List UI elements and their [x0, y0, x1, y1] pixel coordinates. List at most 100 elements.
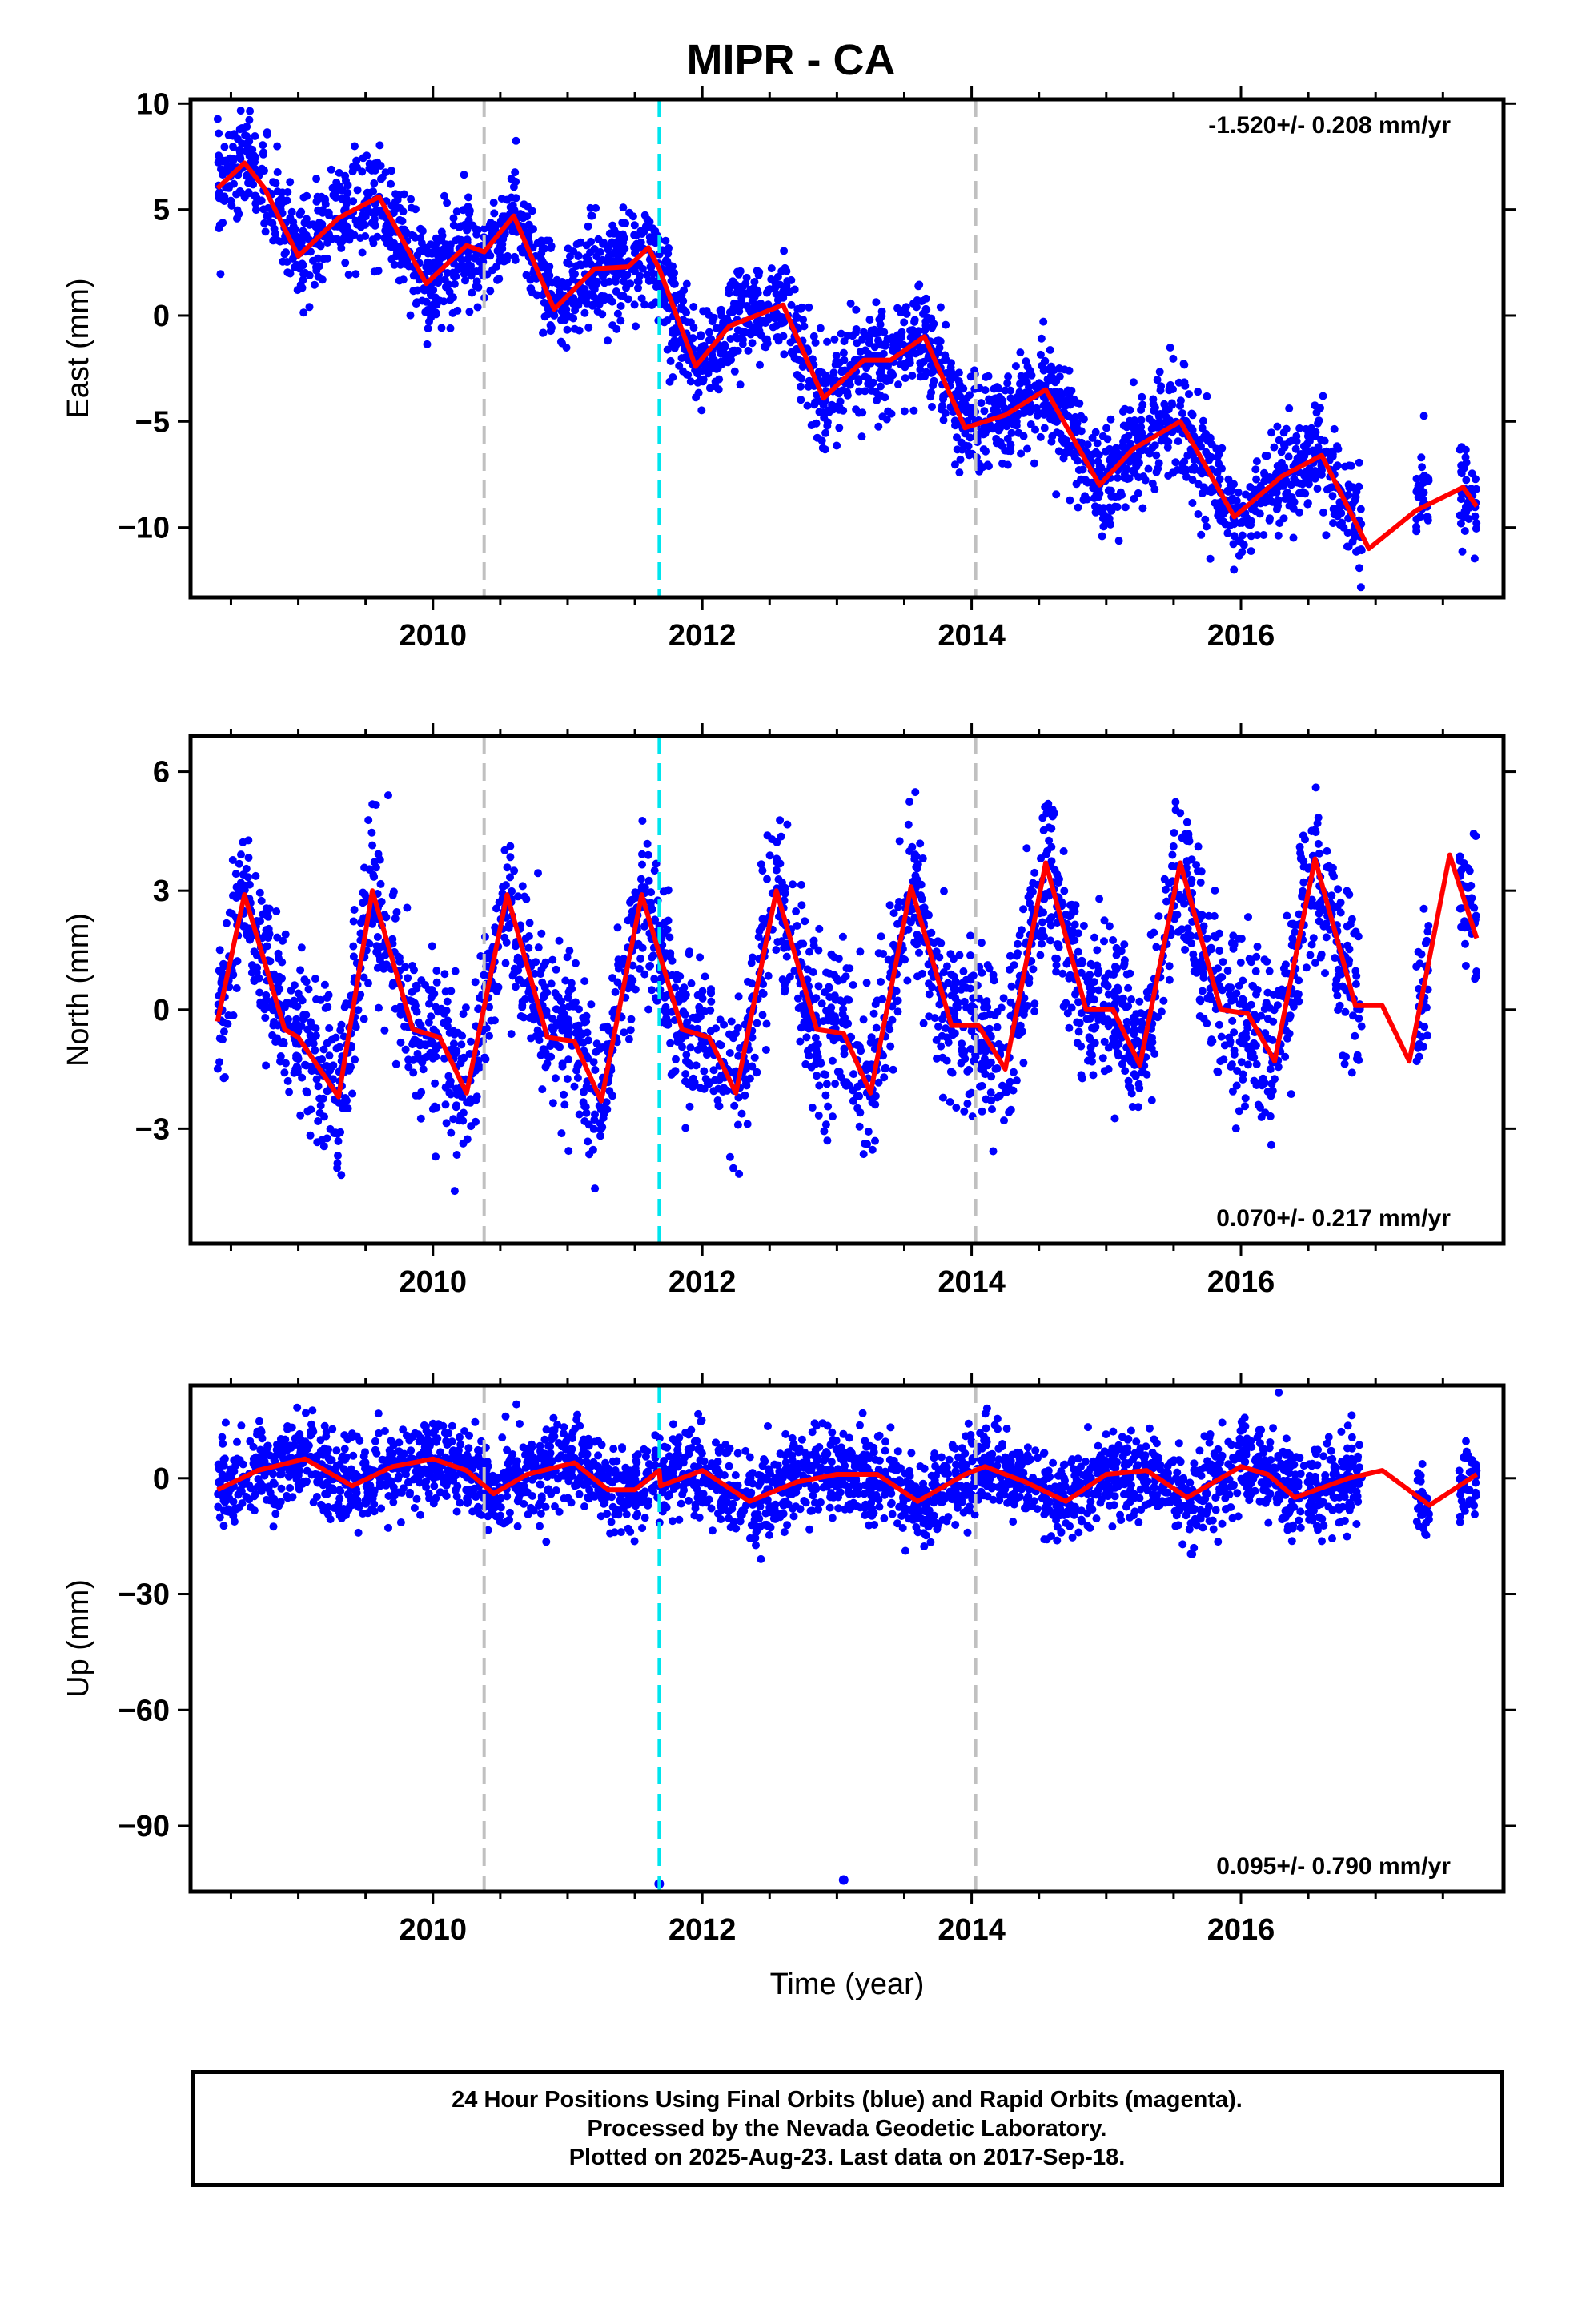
- data-point: [1156, 386, 1165, 395]
- data-point: [750, 1053, 759, 1062]
- data-point: [391, 205, 400, 214]
- data-point: [765, 851, 774, 860]
- data-point: [644, 850, 652, 859]
- data-point: [982, 372, 990, 381]
- data-point: [905, 847, 914, 855]
- y-tick-label: 5: [153, 194, 170, 227]
- data-point: [298, 1073, 307, 1082]
- data-point: [245, 115, 254, 124]
- data-point: [251, 206, 260, 215]
- data-point: [224, 1011, 233, 1019]
- data-point: [440, 191, 448, 200]
- data-point: [776, 816, 785, 825]
- data-point: [886, 368, 895, 377]
- data-point: [1006, 386, 1015, 395]
- data-point: [596, 1119, 604, 1128]
- data-point: [400, 1022, 408, 1031]
- data-point: [1010, 420, 1018, 429]
- data-point: [468, 288, 476, 297]
- data-point: [1121, 1067, 1130, 1076]
- data-point: [792, 312, 801, 320]
- data-point: [926, 361, 935, 370]
- data-point: [893, 996, 902, 1005]
- data-point: [1260, 470, 1269, 479]
- data-point: [1182, 472, 1191, 481]
- data-point: [328, 183, 337, 192]
- data-point: [486, 287, 495, 296]
- data-point: [351, 142, 359, 151]
- data-point: [438, 247, 446, 255]
- data-point: [359, 1015, 368, 1023]
- data-point: [1462, 476, 1471, 485]
- data-point: [387, 255, 396, 263]
- data-point: [312, 267, 321, 275]
- data-point: [215, 151, 223, 160]
- data-point: [909, 406, 918, 415]
- data-point: [813, 1048, 821, 1057]
- data-point: [1006, 951, 1014, 960]
- data-point: [584, 278, 593, 287]
- data-point: [1272, 489, 1281, 497]
- data-point: [809, 355, 817, 364]
- data-point: [708, 356, 717, 364]
- data-point: [259, 205, 268, 214]
- data-point: [521, 934, 530, 943]
- data-point: [273, 933, 282, 942]
- data-point: [825, 969, 834, 978]
- data-point: [223, 1019, 232, 1028]
- data-point: [441, 987, 450, 996]
- data-point: [801, 1059, 810, 1068]
- data-point: [748, 339, 757, 348]
- data-point: [334, 1137, 343, 1145]
- data-point: [689, 324, 698, 332]
- data-point: [681, 353, 689, 362]
- data-point: [920, 345, 928, 353]
- data-point: [1339, 523, 1348, 532]
- data-point: [510, 866, 519, 875]
- data-point: [571, 270, 579, 279]
- data-point: [261, 227, 270, 236]
- data-point: [1461, 453, 1470, 461]
- data-point: [399, 207, 408, 216]
- data-point: [1412, 527, 1421, 536]
- data-point: [1164, 405, 1173, 414]
- x-tick-label: 2010: [399, 619, 467, 653]
- data-point: [620, 1028, 628, 1037]
- data-point: [902, 309, 911, 318]
- data-point: [913, 931, 921, 939]
- data-point: [1412, 474, 1421, 483]
- data-point: [1256, 481, 1265, 490]
- data-point: [1026, 420, 1035, 428]
- data-point: [996, 438, 1005, 446]
- data-point: [886, 1042, 895, 1051]
- data-point: [510, 252, 519, 261]
- data-point: [497, 195, 506, 203]
- data-point: [612, 271, 621, 280]
- data-point: [640, 300, 649, 309]
- data-point: [501, 881, 510, 890]
- data-point: [966, 975, 975, 984]
- data-point: [1016, 348, 1025, 357]
- data-point: [1319, 508, 1327, 517]
- data-point: [681, 1070, 690, 1078]
- data-point: [1180, 457, 1189, 466]
- data-point: [937, 1042, 946, 1051]
- data-point: [609, 249, 618, 258]
- data-point: [960, 1107, 969, 1116]
- data-point: [490, 209, 499, 218]
- data-point: [876, 320, 885, 328]
- data-point: [414, 1054, 423, 1063]
- data-point: [510, 964, 519, 973]
- data-point: [961, 403, 970, 412]
- data-point: [926, 392, 935, 401]
- data-point: [302, 215, 311, 223]
- data-point: [1052, 490, 1061, 499]
- data-point: [681, 1031, 690, 1040]
- data-point: [777, 832, 785, 841]
- data-point: [465, 308, 474, 316]
- data-point: [296, 1111, 305, 1120]
- data-point: [277, 195, 286, 203]
- data-point: [689, 303, 698, 311]
- data-point: [756, 360, 764, 369]
- data-point: [337, 1020, 346, 1029]
